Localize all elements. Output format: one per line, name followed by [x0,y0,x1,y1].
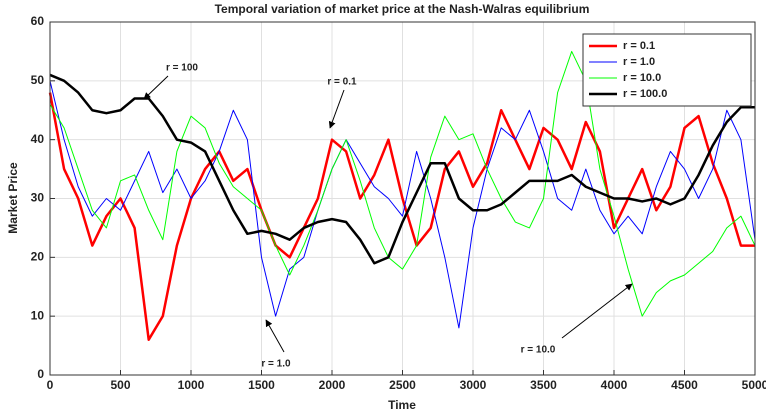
plot-frame [49,21,756,376]
annotations: r = 100 r = 0.1 r = 1.0 r = 10.0 [143,63,633,370]
y-tick-label: 30 [31,191,45,205]
series-line [48,92,755,341]
series-line [49,73,755,265]
y-tick-label: 50 [31,73,45,87]
y-tick-label: 40 [31,132,45,146]
x-tick-label: 0 [47,378,54,392]
legend: r = 0.1 r = 1.0 r = 10.0 r = 100.0 [582,33,752,107]
x-tick-label: 2000 [319,378,346,392]
x-axis-label: Time [388,398,416,412]
legend-label: r = 1.0 [623,56,655,68]
annotation: r = 0.1 [327,77,357,88]
chart-title: Temporal variation of market price at th… [215,2,590,16]
legend-label: r = 100.0 [623,88,667,100]
series-line [49,80,756,329]
lines [48,50,756,341]
arrow [328,89,345,129]
annotation: r = 1.0 [261,359,291,370]
annotation: r = 100 [166,63,198,74]
x-tick-label: 2500 [389,378,416,392]
x-tick-label: 500 [110,378,130,392]
arrow [561,283,633,339]
series-line [49,50,756,317]
y-tick-label: 10 [31,308,45,322]
legend-label: r = 0.1 [623,40,655,52]
arrow [143,75,169,100]
x-tick-label: 5000 [742,378,766,392]
x-tick-label: 4000 [601,378,628,392]
annotation: r = 10.0 [521,345,556,356]
y-tick-label: 20 [31,250,45,264]
legend-label: r = 10.0 [623,72,661,84]
arrow [265,319,285,353]
x-tick-label: 4500 [671,378,698,392]
x-tick-label: 1000 [178,378,205,392]
x-tick-label: 3000 [460,378,487,392]
x-tick-label: 3500 [530,378,557,392]
y-tick-label: 0 [37,367,44,381]
x-tick-label: 1500 [248,378,275,392]
y-axis-label: Market Price [6,162,20,234]
y-tick-label: 60 [31,14,45,28]
